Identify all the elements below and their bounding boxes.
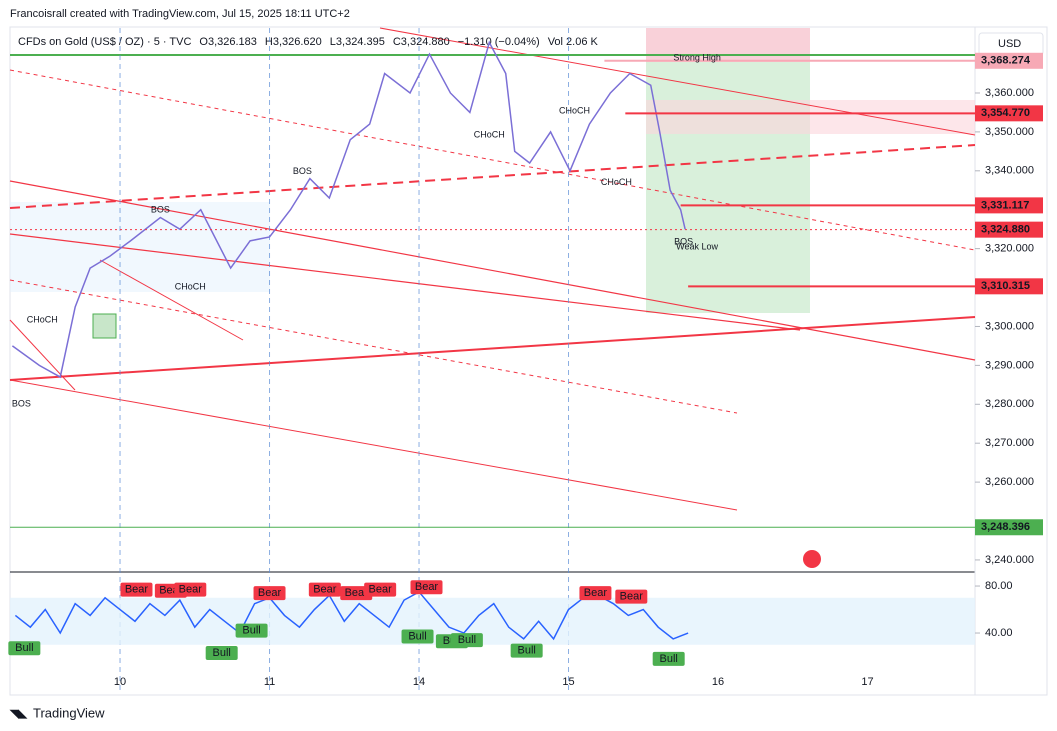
signal-badge <box>8 641 41 656</box>
trend-lines <box>9 27 976 511</box>
signal-badge <box>410 580 443 595</box>
signal-badge <box>174 582 207 597</box>
y-tick-label: 3,350.000 <box>985 126 1034 138</box>
signal-label: Bull <box>408 630 426 642</box>
y-tick-label: 3,340.000 <box>985 165 1034 177</box>
y-tick-label: 3,280.000 <box>985 398 1034 410</box>
x-tick-label: 14 <box>413 676 425 688</box>
legend: CFDs on Gold (US$ / OZ) · 5 · TVC O3,326.… <box>18 36 599 48</box>
signal-badge <box>510 643 543 658</box>
structure-label: CHoCH <box>474 129 505 139</box>
price-label-bg <box>975 221 1043 238</box>
signal-label: Bear <box>584 587 608 599</box>
signal-label: Bull <box>517 645 535 657</box>
legend-item: −1.310 (−0.04%) <box>458 36 540 48</box>
x-tick-label: 15 <box>562 676 574 688</box>
stop-zone <box>646 28 810 62</box>
signal-label: Bull <box>15 642 33 654</box>
signal-label: Bear <box>125 583 149 595</box>
price-label: 3,331.117 <box>981 199 1029 211</box>
y-tick-label: 80.00 <box>985 580 1013 592</box>
signal-badge <box>308 582 341 597</box>
x-tick-label: 10 <box>114 676 126 688</box>
x-tick-label: 16 <box>712 676 724 688</box>
target-zone <box>646 62 810 313</box>
event-icon <box>803 550 821 568</box>
legend-item: Vol 2.06 K <box>548 36 599 48</box>
price-label-bg <box>975 278 1043 295</box>
signal-label: Bull <box>213 647 231 659</box>
structure-label: BOS <box>674 236 693 246</box>
legend-item: H3,326.620 <box>265 36 322 48</box>
structure-label: BOS <box>151 204 170 214</box>
signal-label: Bull <box>660 653 678 665</box>
signal-label: Bear <box>369 583 393 595</box>
legend-item: C3,324.880 <box>393 36 450 48</box>
y-tick-label: 3,290.000 <box>985 359 1034 371</box>
logo-mark: ◥◣ <box>9 708 27 720</box>
oscillator-band <box>10 597 975 645</box>
frame <box>9 26 1048 696</box>
oscillator-line <box>14 590 689 641</box>
structure-label: CHoCH <box>175 282 206 292</box>
price-label-bg <box>975 52 1043 69</box>
y-tick-label: 3,260.000 <box>985 476 1034 488</box>
signal-badge <box>401 629 434 644</box>
signal-label: Bull <box>242 625 260 637</box>
y-tick-label: 3,240.000 <box>985 554 1034 566</box>
price-label-bg <box>975 105 1043 122</box>
legend-item: CFDs on Gold (US$ / OZ) · 5 · TVC <box>18 36 191 48</box>
signal-badge <box>253 586 286 601</box>
signal-label: Bear <box>345 587 369 599</box>
header: Francoisrall created with TradingView.co… <box>10 8 350 20</box>
currency[interactable]: USD <box>998 38 1021 50</box>
price-label: 3,354.770 <box>981 107 1030 119</box>
signal-badge <box>615 589 648 604</box>
price-label: 3,368.274 <box>981 55 1031 67</box>
price-label: 3,324.880 <box>981 224 1030 236</box>
legend-item: O3,326.183 <box>199 36 257 48</box>
price-label-bg <box>975 197 1043 214</box>
x-tick-label: 11 <box>264 676 275 688</box>
price-label: 3,310.315 <box>981 280 1030 292</box>
range-zone <box>10 202 270 292</box>
price-line <box>11 40 686 379</box>
signal-badge <box>120 582 153 597</box>
structure-label: CHoCH <box>601 177 632 187</box>
signal-label: Bear <box>415 581 439 593</box>
y-tick-label: 3,270.000 <box>985 437 1034 449</box>
signal-label: Bear <box>258 587 282 599</box>
signal-label: Bear <box>620 591 644 603</box>
signal-badge <box>450 633 483 648</box>
signal-badge <box>235 623 268 638</box>
structure-label: BOS <box>293 166 312 176</box>
y-tick-label: 3,300.000 <box>985 320 1034 332</box>
price-label: 3,248.396 <box>981 521 1030 533</box>
structure-label: Weak Low <box>676 241 718 251</box>
legend-item: L3,324.395 <box>330 36 385 48</box>
structure-label: CHoCH <box>27 315 58 325</box>
signal-badge <box>205 645 238 660</box>
signal-badge <box>364 582 397 597</box>
signal-label: Bear <box>313 583 337 595</box>
footer: TradingView <box>33 705 105 720</box>
signal-label: Bull <box>458 634 476 646</box>
signal-badge <box>652 651 685 666</box>
signal-label: Bear <box>179 583 203 595</box>
y-tick-label: 40.00 <box>985 627 1013 639</box>
structure-label: CHoCH <box>559 105 590 115</box>
signal-badge <box>579 586 612 601</box>
structure-label: BOS <box>12 398 31 408</box>
y-tick-label: 3,320.000 <box>985 243 1034 255</box>
x-tick-label: 17 <box>861 676 873 688</box>
y-tick-label: 3,360.000 <box>985 87 1034 99</box>
structure-label: Strong High <box>673 52 721 62</box>
price-label-bg <box>975 519 1043 536</box>
order-block <box>92 313 117 339</box>
